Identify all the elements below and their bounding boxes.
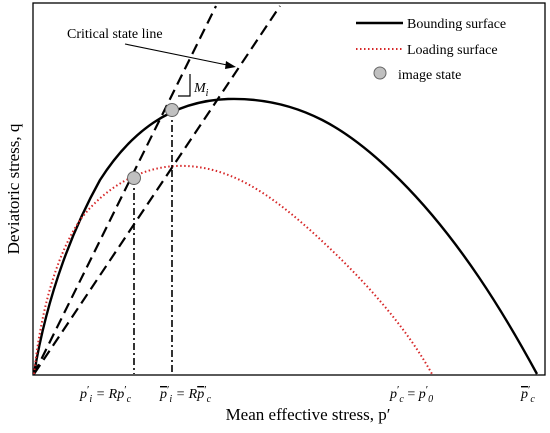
x-axis-label: Mean effective stress, p′: [226, 405, 391, 424]
slope-label: Mi: [193, 81, 209, 99]
tick-label-pi-loading: p′i = Rp′c: [79, 384, 132, 405]
legend: Bounding surface Loading surface image s…: [356, 17, 506, 83]
legend-label-bounding: Bounding surface: [407, 17, 506, 32]
tick-label-pi-bounding: p′i = Rp′c: [159, 384, 212, 405]
critical-state-line-steep: [33, 5, 217, 375]
bounding-surface-curve: [32, 97, 539, 375]
slope-triangle: [178, 74, 191, 97]
plot-frame: [32, 2, 546, 376]
annotation-arrow-head: [225, 61, 236, 69]
tick-label-pc-bar: p′c: [520, 384, 535, 405]
y-axis-label: Deviatoric stress, q: [4, 123, 23, 254]
annotation-arrow-line: [124, 43, 233, 67]
critical-state-line-shallow: [33, 5, 281, 375]
legend-label-image-state: image state: [398, 68, 461, 83]
annotation-critical-state-line: Critical state line: [67, 27, 163, 42]
tick-label-pc-p0: p′c = p′0: [389, 384, 433, 405]
legend-label-loading: Loading surface: [407, 43, 498, 58]
legend-swatch-image-state: [373, 66, 387, 80]
image-state-marker-bounding: [165, 103, 179, 117]
loading-surface-curve: [33, 164, 433, 375]
image-state-marker-loading: [127, 171, 141, 185]
